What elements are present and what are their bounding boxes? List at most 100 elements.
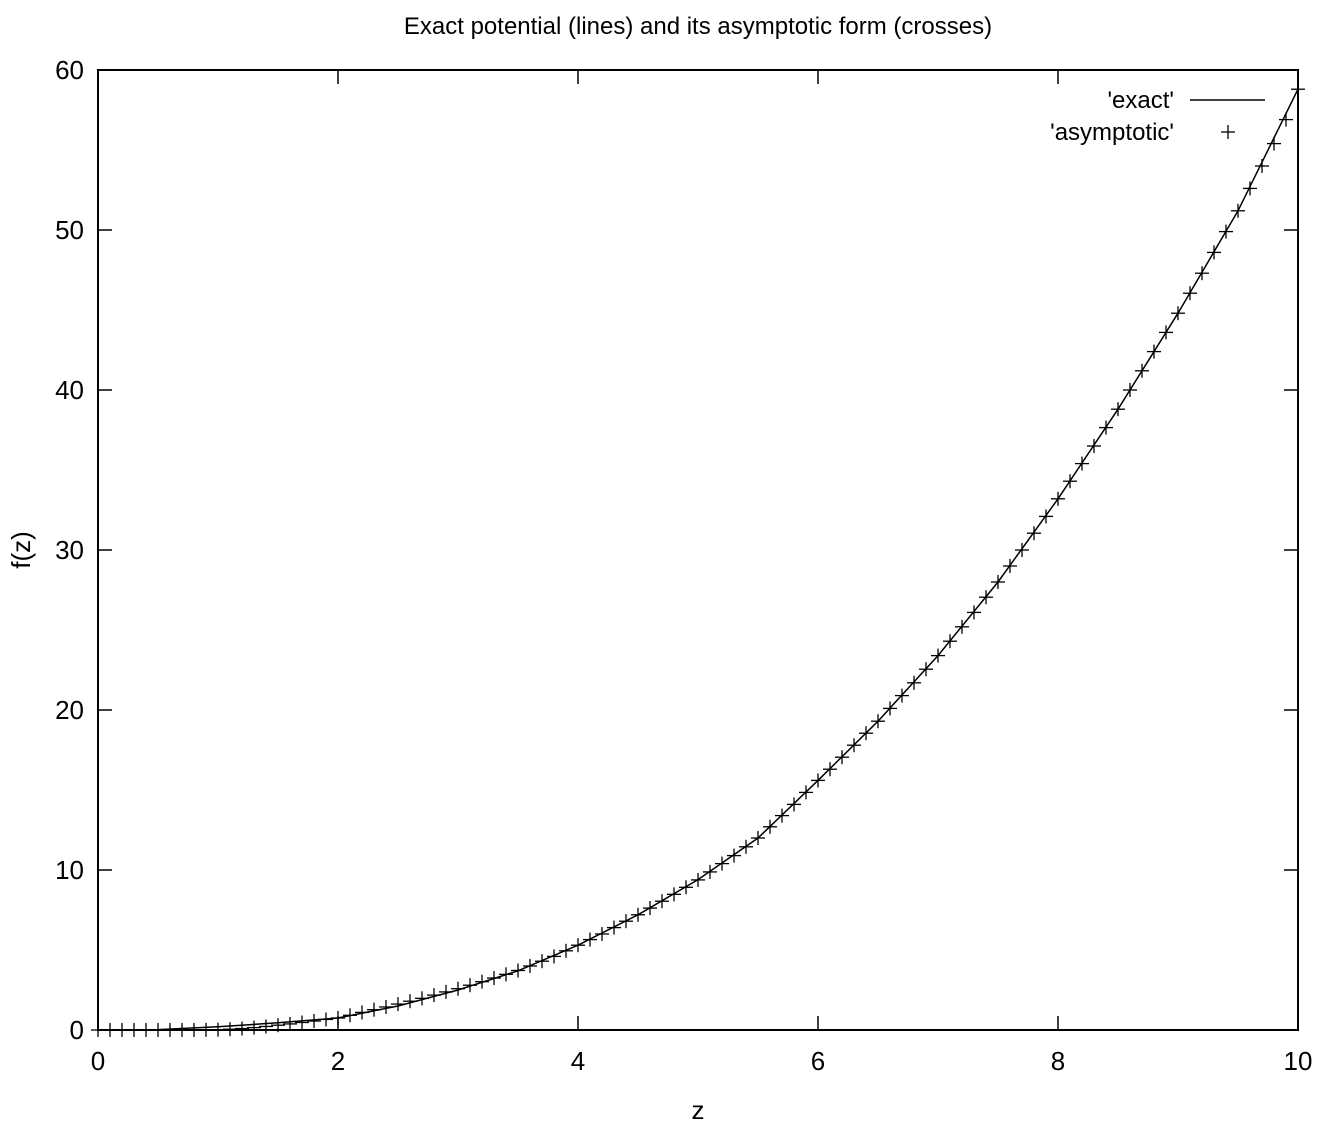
legend: 'exact' 'asymptotic' (1050, 87, 1265, 146)
chart-title: Exact potential (lines) and its asymptot… (404, 13, 992, 40)
asymptotic-point-marker (895, 688, 909, 703)
asymptotic-point-marker (823, 762, 837, 777)
asymptotic-point-marker (223, 1022, 237, 1037)
asymptotic-point-marker (1171, 306, 1185, 321)
y-tick-label: 0 (70, 1015, 84, 1045)
asymptotic-point-marker (499, 967, 513, 982)
asymptotic-point-marker (1147, 344, 1161, 359)
asymptotic-point-marker (967, 605, 981, 620)
asymptotic-point-marker (739, 839, 753, 854)
asymptotic-point-marker (1027, 526, 1041, 541)
asymptotic-point-marker (415, 991, 429, 1006)
asymptotic-point-marker (871, 714, 885, 729)
x-tick-label: 0 (91, 1046, 105, 1076)
asymptotic-point-marker (787, 797, 801, 812)
asymptotic-point-marker (643, 901, 657, 916)
y-tick-label: 20 (55, 695, 84, 725)
asymptotic-point-marker (595, 927, 609, 941)
asymptotic-point-marker (379, 999, 393, 1014)
asymptotic-point-marker (1219, 224, 1233, 239)
asymptotic-point-marker (391, 997, 405, 1012)
asymptotic-point-marker (559, 943, 573, 958)
asymptotic-point-marker (91, 1023, 105, 1037)
asymptotic-point-marker (931, 648, 945, 663)
y-tick-label: 50 (55, 215, 84, 245)
asymptotic-point-marker (607, 920, 621, 935)
asymptotic-point-marker (703, 864, 717, 879)
x-tick-label: 6 (811, 1046, 825, 1076)
asymptotic-point-marker (115, 1023, 129, 1037)
asymptotic-point-marker (187, 1023, 201, 1037)
asymptotic-point-marker (979, 590, 993, 605)
asymptotic-point-marker (1291, 82, 1305, 97)
asymptotic-point-marker (139, 1023, 153, 1037)
asymptotic-point-marker (811, 773, 825, 788)
asymptotic-point-marker (943, 634, 957, 649)
asymptotic-point-marker (175, 1023, 189, 1037)
asymptotic-point-marker (727, 848, 741, 863)
asymptotic-point-marker (271, 1018, 285, 1033)
asymptotic-point-marker (427, 988, 441, 1003)
series-layer (91, 82, 1305, 1037)
asymptotic-point-marker (283, 1016, 297, 1031)
asymptotic-point-marker (103, 1023, 117, 1037)
asymptotic-point-marker (127, 1023, 141, 1037)
asymptotic-point-marker (1243, 181, 1257, 196)
asymptotic-point-marker (691, 872, 705, 887)
asymptotic-point-marker (511, 963, 525, 978)
asymptotic-point-marker (1159, 325, 1173, 340)
asymptotic-point-marker (1267, 136, 1281, 151)
legend-label-exact: 'exact' (1107, 87, 1174, 114)
asymptotic-point-marker (1003, 559, 1017, 573)
asymptotic-point-marker (763, 819, 777, 834)
asymptotic-point-marker (451, 981, 465, 996)
asymptotic-point-marker (259, 1019, 273, 1034)
asymptotic-point-marker (775, 808, 789, 823)
asymptotic-point-marker (667, 887, 681, 902)
y-axis-label: f(z) (6, 531, 36, 569)
y-axis-ticks: 0 10 20 30 40 50 60 (55, 55, 1298, 1045)
asymptotic-point-marker (1051, 491, 1065, 506)
asymptotic-point-marker (715, 856, 729, 871)
asymptotic-point-marker (1255, 159, 1269, 173)
asymptotic-point-marker (1195, 266, 1209, 281)
asymptotic-point-marker (1279, 112, 1293, 127)
x-tick-label: 4 (571, 1046, 585, 1076)
asymptotic-point-marker (1039, 509, 1053, 524)
asymptotic-point-marker (547, 949, 561, 964)
x-axis-label: z (692, 1095, 705, 1125)
asymptotic-point-marker (1111, 402, 1125, 417)
asymptotic-point-marker (151, 1023, 165, 1037)
asymptotic-point-marker (163, 1023, 177, 1037)
x-tick-label: 8 (1051, 1046, 1065, 1076)
asymptotic-point-marker (847, 738, 861, 753)
asymptotic-point-marker (655, 894, 669, 909)
asymptotic-point-marker (619, 914, 633, 929)
asymptotic-point-marker (535, 954, 549, 969)
asymptotic-point-marker (475, 974, 489, 989)
asymptotic-point-marker (1075, 456, 1089, 471)
asymptotic-point-marker (751, 831, 765, 845)
asymptotic-point-marker (403, 994, 417, 1009)
y-tick-label: 30 (55, 535, 84, 565)
asymptotic-point-marker (295, 1015, 309, 1030)
asymptotic-point-marker (439, 984, 453, 999)
asymptotic-point-marker (367, 1002, 381, 1017)
asymptotic-point-marker (859, 726, 873, 741)
asymptotic-point-marker (1231, 203, 1245, 218)
y-tick-label: 40 (55, 375, 84, 405)
asymptotic-point-marker (319, 1012, 333, 1027)
asymptotic-point-marker (799, 785, 813, 800)
asymptotic-point-marker (1087, 439, 1101, 453)
asymptotic-point-marker (1183, 286, 1197, 301)
asymptotic-point-marker (199, 1022, 213, 1037)
asymptotic-point-marker (1123, 383, 1137, 397)
asymptotic-point-marker (571, 938, 585, 953)
asymptotic-point-marker (307, 1014, 321, 1029)
asymptotic-point-marker (991, 575, 1005, 589)
asymptotic-point-marker (211, 1022, 225, 1037)
y-tick-label: 10 (55, 855, 84, 885)
asymptotic-point-marker (247, 1020, 261, 1035)
asymptotic-point-marker (883, 701, 897, 716)
